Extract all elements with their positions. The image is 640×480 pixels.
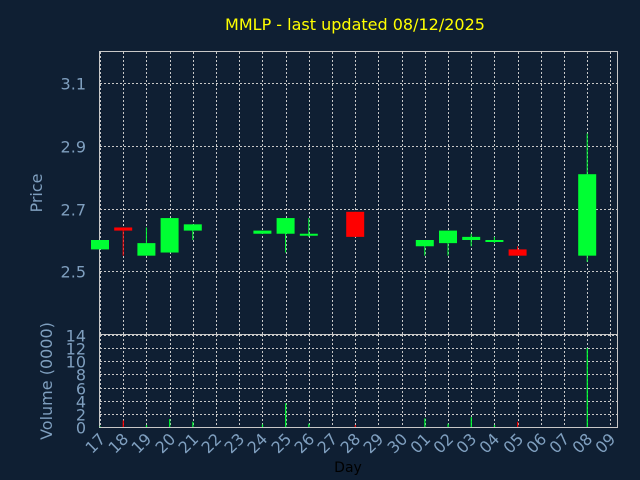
volume-bar: [285, 403, 287, 427]
volume-bar: [493, 425, 496, 427]
candle-body: [578, 174, 597, 256]
volume-bar: [586, 348, 588, 427]
candle-body: [137, 243, 156, 256]
price-axis-label: Price: [27, 173, 46, 212]
volume-bar: [308, 423, 310, 427]
candle-body: [346, 211, 365, 237]
volume-bar: [424, 418, 426, 427]
candle-body: [415, 240, 434, 247]
volume-panel-frame: [99, 334, 618, 428]
candle-body: [439, 230, 457, 244]
price-tick-label: 2.9: [61, 138, 86, 157]
volume-tick-label: 12: [66, 340, 86, 359]
price-axis-ticks: 2.5 2.7 2.9 3.1: [61, 75, 86, 282]
volume-tick-label: 14: [66, 327, 86, 346]
volume-grid: [100, 335, 617, 428]
x-axis-label: Day: [334, 460, 362, 476]
volume-bar: [145, 425, 148, 427]
volume-bar: [261, 424, 264, 427]
volume-axis-label: Volume (0000): [37, 322, 56, 440]
candle-body: [253, 230, 272, 234]
volume-bar: [192, 421, 194, 427]
volume-bar: [447, 423, 449, 427]
volume-tick-label: 10: [66, 353, 86, 372]
candle-body: [462, 236, 481, 240]
volume-bar: [517, 421, 519, 427]
volume-bar: [122, 420, 124, 427]
candle-body: [299, 233, 318, 236]
x-axis-ticks: 1718192021222324252627282930010203040506…: [81, 429, 619, 457]
volume-bar: [169, 419, 171, 427]
volume-bar: [470, 417, 472, 427]
candle-body: [276, 218, 295, 234]
candles: [91, 133, 597, 262]
volume-bar: [99, 426, 101, 427]
volume-bar: [354, 425, 356, 427]
volume-tick-label: 4: [76, 393, 86, 412]
candle-body: [91, 240, 109, 250]
candle-body: [508, 249, 527, 256]
candle-body: [160, 218, 179, 253]
price-tick-label: 2.7: [61, 201, 86, 220]
volume-bars: [99, 348, 588, 427]
candle-body: [485, 240, 504, 242]
candle-body: [114, 227, 133, 231]
price-tick-label: 3.1: [61, 75, 86, 94]
candle-body: [183, 224, 202, 231]
volume-tick-label: 8: [76, 366, 86, 385]
volume-tick-label: 6: [76, 380, 86, 399]
chart-title: MMLP - last updated 08/12/2025: [225, 15, 485, 34]
price-tick-label: 2.5: [61, 263, 86, 282]
volume-tick-label: 2: [76, 406, 86, 425]
volume-tick-label: 0: [76, 419, 86, 438]
